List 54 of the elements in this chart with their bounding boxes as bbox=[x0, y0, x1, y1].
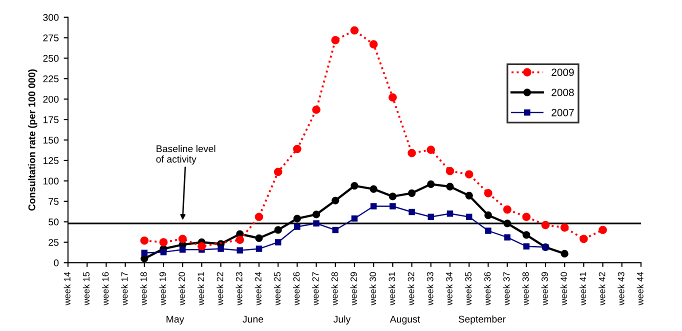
x-tick-label: week 43 bbox=[618, 272, 624, 306]
x-tick-label: week 14 bbox=[64, 272, 70, 306]
x-tick-label: week 16 bbox=[102, 272, 109, 306]
text: August bbox=[390, 316, 420, 325]
x-tick-label: week 15 bbox=[82, 272, 90, 306]
ref-line-label: Baseline level of activity bbox=[156, 145, 216, 165]
x-tick-label: week 24 bbox=[254, 272, 262, 306]
text: September bbox=[458, 315, 506, 325]
y-tick-label: 250 bbox=[43, 54, 59, 62]
x-tick-label: week 39 bbox=[541, 272, 548, 306]
x-tick-label: week 29 bbox=[350, 272, 357, 306]
x-tick-label: week 33 bbox=[426, 272, 434, 306]
y-tick-label: 150 bbox=[43, 136, 59, 144]
x-tick-label: week 19 bbox=[159, 272, 166, 306]
y-tick-label: 225 bbox=[43, 75, 59, 82]
legend-label: 2008 bbox=[552, 88, 574, 96]
x-tick-label: week 31 bbox=[388, 272, 396, 306]
x-tick-label: week 37 bbox=[503, 272, 510, 306]
x-tick-label: week 35 bbox=[464, 272, 472, 306]
y-tick-label: 25 bbox=[48, 238, 59, 246]
x-tick-label: week 26 bbox=[292, 272, 300, 306]
x-tick-label: week 34 bbox=[446, 272, 452, 306]
legend-label: 2007 bbox=[552, 108, 574, 116]
x-tick-label: week 32 bbox=[408, 272, 414, 306]
x-tick-label: week 38 bbox=[522, 272, 529, 306]
x-tick-label: week 30 bbox=[369, 272, 376, 306]
x-tick-label: week 41 bbox=[579, 272, 586, 306]
y-tick-label: 300 bbox=[43, 14, 59, 21]
x-tick-label: week 27 bbox=[312, 272, 319, 306]
y-tick-label: 200 bbox=[43, 96, 59, 103]
x-tick-label: week 22 bbox=[216, 272, 224, 306]
y-tick-label: 275 bbox=[43, 34, 59, 42]
x-tick-label: week 44 bbox=[636, 272, 644, 306]
text: May bbox=[166, 316, 184, 325]
y-tick-label: 125 bbox=[43, 157, 59, 164]
x-tick-label: week 20 bbox=[178, 272, 186, 306]
y-tick-label: 0 bbox=[54, 259, 59, 266]
x-tick-label: week 23 bbox=[236, 272, 242, 306]
x-tick-label: week 28 bbox=[331, 272, 338, 306]
x-tick-label: week 21 bbox=[197, 272, 204, 306]
legend-label: 2009 bbox=[552, 68, 574, 76]
x-tick-label: week 17 bbox=[121, 272, 128, 306]
y-tick-label: 175 bbox=[43, 116, 59, 124]
y-tick-label: 100 bbox=[43, 178, 59, 185]
y-tick-label: 75 bbox=[48, 198, 59, 205]
x-tick-label: week 18 bbox=[140, 272, 147, 306]
y-tick-label: 50 bbox=[48, 218, 59, 226]
text: July bbox=[334, 315, 351, 325]
text: June bbox=[242, 316, 264, 323]
x-tick-label: week 25 bbox=[274, 272, 281, 306]
x-tick-label: week 36 bbox=[484, 272, 491, 306]
x-tick-label: week 42 bbox=[598, 272, 606, 306]
y-axis-title: Consultation rate (per 100 000) bbox=[28, 69, 38, 211]
x-tick-label: week 40 bbox=[560, 272, 568, 306]
